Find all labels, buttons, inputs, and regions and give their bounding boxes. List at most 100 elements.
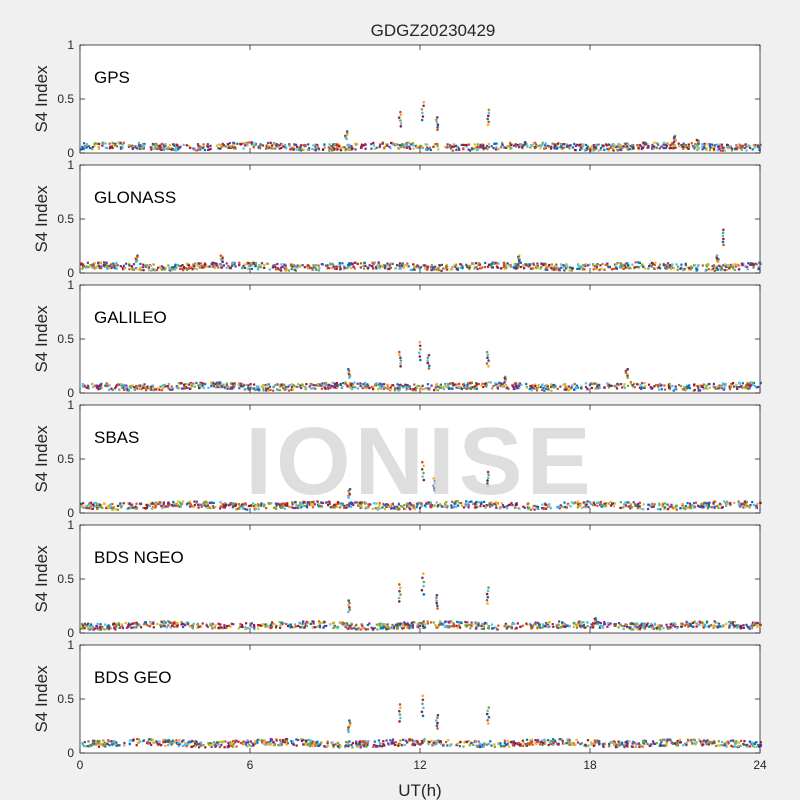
data-point — [122, 383, 125, 387]
data-point — [495, 261, 499, 265]
data-point — [242, 504, 245, 507]
data-point — [211, 624, 214, 627]
data-point — [353, 627, 356, 630]
data-point — [480, 627, 483, 630]
data-point — [445, 146, 449, 149]
data-point — [96, 504, 99, 507]
data-point — [389, 386, 392, 389]
data-point — [333, 506, 336, 509]
data-point — [365, 506, 368, 509]
data-point — [715, 505, 719, 508]
data-point — [514, 262, 517, 266]
data-point — [629, 382, 633, 385]
spike-point — [486, 595, 490, 599]
data-point — [233, 261, 236, 264]
data-point — [241, 625, 244, 629]
data-point — [168, 504, 171, 507]
data-point — [226, 143, 229, 146]
data-point — [475, 506, 478, 509]
data-point — [199, 384, 202, 387]
data-point — [398, 262, 402, 265]
data-point — [382, 386, 385, 389]
data-point — [467, 623, 470, 626]
data-point — [461, 267, 464, 270]
data-point — [558, 620, 561, 623]
data-point — [588, 501, 591, 504]
data-point — [209, 501, 212, 504]
data-point — [702, 626, 705, 629]
data-point — [275, 507, 278, 511]
data-point — [120, 506, 123, 509]
data-point — [195, 501, 198, 504]
data-point — [722, 264, 725, 267]
data-point — [338, 384, 341, 387]
data-point — [430, 269, 433, 272]
data-point — [688, 384, 691, 387]
data-point — [223, 386, 226, 389]
data-point — [280, 505, 283, 508]
data-point — [336, 384, 339, 387]
data-point — [707, 505, 710, 508]
data-point — [599, 502, 602, 505]
data-point — [568, 741, 571, 744]
data-point — [339, 502, 342, 505]
data-point — [504, 384, 507, 387]
data-point — [265, 262, 268, 265]
data-point — [87, 628, 90, 631]
data-point — [721, 146, 724, 150]
data-point — [240, 267, 244, 270]
spike-point — [485, 362, 489, 365]
data-point — [550, 385, 553, 389]
data-point — [221, 503, 224, 506]
data-point — [569, 388, 572, 391]
data-point — [457, 504, 460, 507]
data-point — [168, 621, 171, 624]
data-point — [145, 507, 148, 510]
data-point — [172, 266, 175, 269]
data-point — [339, 146, 343, 149]
data-point — [186, 383, 190, 386]
data-point — [197, 146, 200, 149]
data-point — [644, 141, 647, 144]
data-point — [299, 501, 302, 504]
data-point — [504, 264, 507, 267]
data-point — [273, 623, 276, 626]
data-point — [720, 145, 723, 148]
data-point — [302, 620, 305, 623]
data-point — [701, 145, 704, 148]
data-point — [279, 626, 282, 629]
data-point — [162, 501, 165, 504]
data-point — [579, 504, 582, 507]
data-point — [606, 264, 609, 267]
data-point — [353, 261, 356, 264]
data-point — [669, 626, 672, 629]
data-point — [541, 503, 544, 506]
data-point — [733, 268, 736, 272]
data-point — [444, 620, 447, 623]
data-point — [95, 267, 98, 270]
spike-point — [427, 367, 431, 370]
data-point — [101, 144, 104, 147]
data-point — [406, 145, 409, 148]
data-point — [194, 262, 197, 265]
data-point — [322, 626, 325, 629]
data-point — [430, 384, 433, 387]
data-point — [551, 385, 554, 388]
data-point — [752, 622, 756, 625]
data-point — [115, 741, 118, 744]
data-point — [373, 740, 376, 743]
data-point — [325, 624, 328, 627]
data-point — [733, 620, 736, 623]
data-point — [637, 261, 640, 264]
data-point — [159, 501, 162, 504]
data-point — [717, 504, 720, 507]
data-point — [385, 503, 388, 506]
data-point — [263, 264, 266, 267]
data-point — [569, 144, 572, 147]
data-point — [607, 502, 610, 505]
data-point — [188, 500, 191, 503]
data-point — [104, 142, 107, 145]
data-point — [395, 505, 398, 508]
data-point — [464, 504, 467, 508]
data-point — [499, 382, 502, 385]
